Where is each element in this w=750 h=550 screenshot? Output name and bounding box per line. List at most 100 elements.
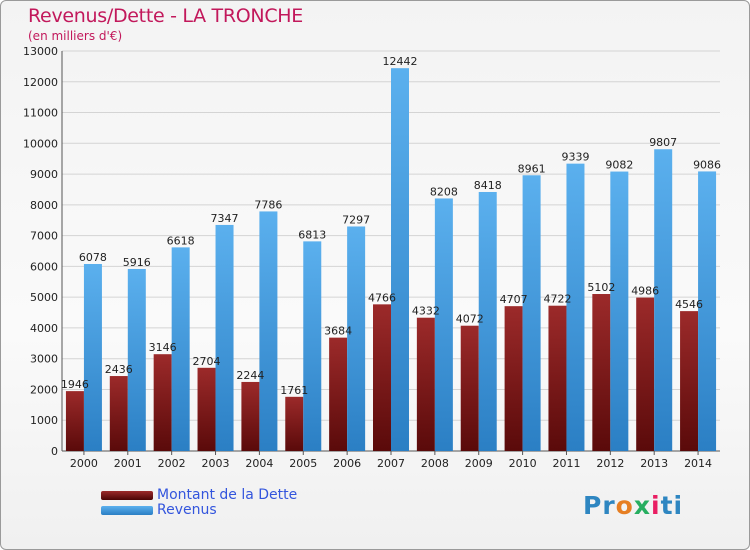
- data-label-revenus: 12442: [383, 55, 418, 68]
- bar-dette: [460, 325, 479, 451]
- data-label-revenus: 7786: [254, 198, 282, 211]
- legend-swatch-dette: [101, 490, 153, 500]
- y-tick-label: 2000: [30, 383, 58, 396]
- x-tick-label: 2002: [158, 457, 186, 470]
- x-tick-label: 2008: [421, 457, 449, 470]
- bar-dette: [241, 381, 260, 451]
- legend-label-revenus: Revenus: [157, 502, 217, 518]
- y-tick-label: 5000: [30, 291, 58, 304]
- x-tick-label: 2007: [377, 457, 405, 470]
- data-label-dette: 4072: [456, 313, 484, 326]
- bar-dette: [416, 317, 435, 451]
- legend-item-dette: Montant de la Dette: [101, 487, 297, 503]
- y-tick-label: 7000: [30, 230, 58, 243]
- data-label-dette: 4546: [675, 298, 703, 311]
- bar-revenus: [522, 175, 541, 451]
- bar-dette: [636, 297, 655, 451]
- bar-dette: [109, 376, 128, 451]
- bar-revenus: [654, 149, 673, 451]
- bar-revenus: [215, 224, 234, 451]
- bar-dette: [153, 354, 172, 451]
- data-label-dette: 2704: [193, 355, 221, 368]
- x-tick-label: 2012: [596, 457, 624, 470]
- bar-revenus: [610, 171, 629, 452]
- data-label-dette: 4707: [500, 293, 528, 306]
- y-tick-label: 3000: [30, 353, 58, 366]
- x-tick-label: 2004: [245, 457, 273, 470]
- bar-revenus: [127, 268, 146, 451]
- data-label-revenus: 9086: [693, 158, 721, 171]
- data-label-dette: 2244: [236, 369, 264, 382]
- data-label-revenus: 8961: [518, 162, 546, 175]
- bar-dette: [504, 306, 523, 451]
- bar-dette: [373, 304, 391, 451]
- proxiti-logo: Proxiti: [583, 491, 684, 520]
- y-tick-label: 11000: [23, 107, 58, 120]
- data-label-revenus: 7297: [342, 213, 370, 226]
- x-tick-label: 2003: [202, 457, 230, 470]
- y-tick-label: 9000: [30, 168, 58, 181]
- data-label-revenus: 9807: [649, 136, 677, 149]
- bar-revenus: [171, 247, 190, 451]
- bar-revenus: [391, 68, 409, 452]
- data-label-revenus: 8208: [430, 185, 458, 198]
- data-label-dette: 3146: [149, 341, 177, 354]
- bar-revenus: [698, 171, 717, 451]
- data-label-revenus: 6078: [79, 251, 107, 264]
- bar-dette: [285, 396, 304, 451]
- y-tick-label: 10000: [23, 137, 58, 150]
- y-tick-label: 4000: [30, 322, 58, 335]
- data-label-dette: 5102: [587, 281, 615, 294]
- bar-dette: [680, 311, 699, 451]
- x-tick-label: 2005: [289, 457, 317, 470]
- y-tick-label: 13000: [23, 45, 58, 58]
- data-label-revenus: 8418: [474, 179, 502, 192]
- chart-title: Revenus/Dette - LA TRONCHE: [28, 5, 303, 27]
- y-tick-label: 6000: [30, 260, 58, 273]
- bar-dette: [592, 294, 611, 451]
- data-label-dette: 1761: [280, 384, 308, 397]
- data-label-dette: 3684: [324, 325, 352, 338]
- y-tick-label: 1000: [30, 414, 58, 427]
- data-label-dette: 4332: [412, 305, 440, 318]
- x-tick-label: 2013: [640, 457, 668, 470]
- bar-revenus: [434, 198, 453, 451]
- x-tick-label: 2010: [509, 457, 537, 470]
- data-label-revenus: 6813: [298, 228, 326, 241]
- x-tick-label: 2014: [684, 457, 712, 470]
- bar-revenus: [259, 211, 278, 451]
- data-label-revenus: 5916: [123, 256, 151, 269]
- data-labels: 1946 6078 2436 5916 3146 6618 2704 7347 2244 7786…: [61, 55, 721, 397]
- data-label-dette: 4766: [368, 291, 396, 304]
- bar-dette: [548, 305, 567, 451]
- bar-dette: [65, 391, 84, 451]
- y-tick-label: 8000: [30, 199, 58, 212]
- bar-revenus: [478, 191, 497, 451]
- x-tick-label: 2011: [552, 457, 580, 470]
- y-tick-label: 12000: [23, 76, 58, 89]
- legend-label-dette: Montant de la Dette: [157, 487, 298, 503]
- x-tick-label: 2006: [333, 457, 361, 470]
- bar-revenus: [347, 226, 366, 451]
- x-tick-label: 2000: [70, 457, 98, 470]
- data-label-revenus: 9082: [605, 159, 633, 172]
- data-label-revenus: 9339: [561, 151, 589, 164]
- x-tick-label: 2009: [465, 457, 493, 470]
- bar-dette: [329, 337, 348, 451]
- data-label-revenus: 7347: [211, 212, 239, 225]
- data-label-dette: 2436: [105, 363, 133, 376]
- data-label-dette: 4722: [543, 293, 571, 306]
- bar-dette: [197, 367, 216, 451]
- x-tick-label: 2001: [114, 457, 142, 470]
- bar-revenus: [83, 263, 102, 451]
- bar-revenus: [303, 241, 322, 451]
- y-tick-label: 0: [51, 445, 58, 458]
- data-label-dette: 1946: [61, 378, 89, 391]
- bar-revenus: [566, 163, 585, 451]
- bars: [65, 68, 717, 452]
- data-label-dette: 4986: [631, 285, 659, 298]
- data-label-revenus: 6618: [167, 234, 195, 247]
- legend-item-revenus: Revenus: [101, 502, 217, 518]
